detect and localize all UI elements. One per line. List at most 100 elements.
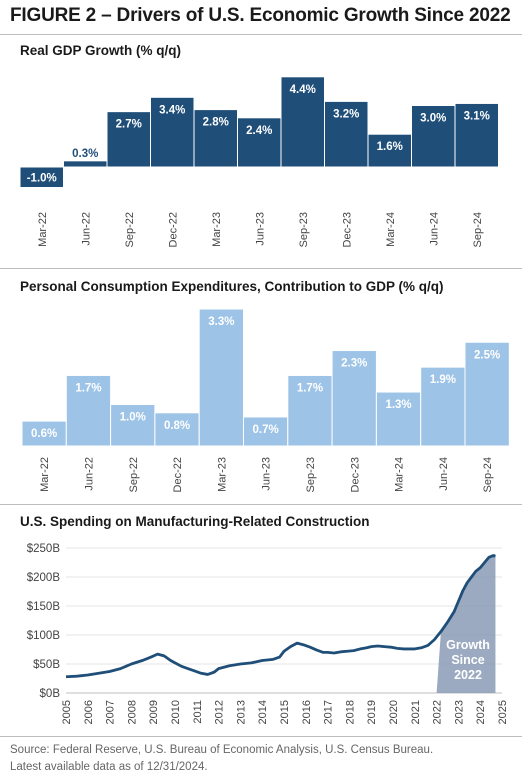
bar-Sep-22 xyxy=(110,404,156,447)
data-label-Jun-23: 2.4% xyxy=(246,125,272,137)
x-tick-Jun-23: Jun-23 xyxy=(254,212,266,246)
x-tick-Dec-22: Dec-22 xyxy=(172,457,184,492)
x-tick-2024: 2024 xyxy=(475,700,487,724)
construction-chart-title: U.S. Spending on Manufacturing-Related C… xyxy=(20,514,370,529)
data-label-Dec-23: 3.2% xyxy=(333,108,359,120)
bar-Jun-23 xyxy=(243,416,289,447)
x-tick-Dec-22: Dec-22 xyxy=(167,212,179,247)
divider-bottom xyxy=(0,736,522,737)
data-label-Mar-23: 3.3% xyxy=(208,316,234,328)
x-tick-2016: 2016 xyxy=(301,700,313,724)
x-tick-Mar-22: Mar-22 xyxy=(39,457,51,492)
data-label-Sep-24: 2.5% xyxy=(474,349,500,361)
source-line-2: Latest available data as of 12/31/2024. xyxy=(10,761,208,773)
x-tick-Mar-24: Mar-24 xyxy=(394,457,406,492)
data-label-Sep-22: 1.0% xyxy=(120,412,146,424)
data-label-Jun-24: 3.0% xyxy=(420,113,446,125)
bar-Jun-22 xyxy=(65,374,112,447)
bar-Dec-23 xyxy=(324,100,369,168)
bar-Jun-24 xyxy=(411,105,456,168)
x-tick-2020: 2020 xyxy=(388,700,400,724)
x-tick-2017: 2017 xyxy=(323,700,335,724)
data-label-Jun-24: 1.9% xyxy=(430,374,456,386)
x-tick-2007: 2007 xyxy=(105,700,117,724)
y-tick-$0B: $0B xyxy=(40,688,61,700)
x-tick-2021: 2021 xyxy=(410,700,422,724)
annotation-line: 2022 xyxy=(454,668,482,682)
gdp-chart-title: Real GDP Growth (% q/q) xyxy=(20,43,182,58)
growth-shaded-area xyxy=(436,555,496,693)
x-tick-2010: 2010 xyxy=(170,700,182,724)
data-label-Mar-24: 1.6% xyxy=(377,141,403,153)
bar-Dec-22 xyxy=(150,96,195,168)
x-tick-Jun-22: Jun-22 xyxy=(80,212,92,246)
x-tick-2015: 2015 xyxy=(279,700,291,724)
x-tick-Dec-23: Dec-23 xyxy=(349,457,361,492)
annotation-line: Growth xyxy=(446,638,490,652)
x-tick-Sep-24: Sep-24 xyxy=(472,212,484,247)
x-tick-2012: 2012 xyxy=(214,700,226,724)
data-label-Jun-22: 0.3% xyxy=(72,148,98,160)
x-tick-Mar-24: Mar-24 xyxy=(385,212,397,247)
data-label-Jun-22: 1.7% xyxy=(75,382,101,394)
x-tick-2023: 2023 xyxy=(453,700,465,724)
data-label-Mar-24: 1.3% xyxy=(385,399,411,411)
bar-Sep-22 xyxy=(106,111,151,168)
bar-Mar-22 xyxy=(21,420,67,447)
divider-top xyxy=(0,34,522,35)
bar-Sep-24 xyxy=(454,102,499,168)
x-tick-Jun-24: Jun-24 xyxy=(428,212,440,246)
x-tick-2025: 2025 xyxy=(497,700,509,724)
divider-2 xyxy=(0,504,522,505)
x-tick-Mar-22: Mar-22 xyxy=(37,212,49,247)
pce-contribution-chart: 0.6% Mar-22 1.7% Jun-22 1.0% Sep-22 0.8% Dec-22… xyxy=(21,308,510,492)
bar-Mar-23 xyxy=(198,308,244,447)
bar-Jun-23 xyxy=(237,117,282,168)
y-tick-$250B: $250B xyxy=(27,543,61,555)
x-tick-2011: 2011 xyxy=(192,700,204,724)
x-tick-Sep-22: Sep-22 xyxy=(128,457,140,492)
x-tick-2013: 2013 xyxy=(235,700,247,724)
bar-Mar-22 xyxy=(19,166,64,188)
x-tick-Jun-22: Jun-22 xyxy=(83,457,95,491)
data-label-Sep-23: 1.7% xyxy=(297,382,323,394)
construction-series-line xyxy=(65,554,496,679)
x-tick-Sep-24: Sep-24 xyxy=(482,457,494,492)
x-tick-2005: 2005 xyxy=(61,700,73,724)
data-label-Sep-22: 2.7% xyxy=(116,119,142,131)
x-tick-Mar-23: Mar-23 xyxy=(216,457,228,492)
x-tick-Sep-22: Sep-22 xyxy=(124,212,136,247)
annotation-line: Since xyxy=(451,653,484,667)
x-tick-2014: 2014 xyxy=(257,700,269,724)
x-tick-Dec-23: Dec-23 xyxy=(341,212,353,247)
data-label-Mar-22: -1.0% xyxy=(27,173,57,185)
x-tick-Jun-23: Jun-23 xyxy=(261,457,273,491)
y-tick-$100B: $100B xyxy=(27,630,61,642)
bar-Dec-23 xyxy=(331,350,377,447)
x-tick-2009: 2009 xyxy=(148,700,160,724)
x-tick-Mar-23: Mar-23 xyxy=(211,212,223,247)
y-tick-$200B: $200B xyxy=(27,572,61,584)
x-tick-Sep-23: Sep-23 xyxy=(298,212,310,247)
y-tick-$150B: $150B xyxy=(27,601,61,613)
x-tick-Jun-24: Jun-24 xyxy=(438,457,450,491)
x-tick-2008: 2008 xyxy=(126,700,138,724)
data-label-Dec-22: 3.4% xyxy=(159,104,185,116)
x-tick-2006: 2006 xyxy=(83,700,95,724)
figure-title: FIGURE 2 – Drivers of U.S. Economic Grow… xyxy=(10,5,511,26)
source-line-1: Source: Federal Reserve, U.S. Bureau of … xyxy=(10,744,434,756)
source-note: Source: Federal Reserve, U.S. Bureau of … xyxy=(10,742,433,776)
data-label-Dec-23: 2.3% xyxy=(341,358,367,370)
bar-Dec-22 xyxy=(154,412,200,447)
y-tick-$50B: $50B xyxy=(33,659,60,671)
data-label-Sep-24: 3.1% xyxy=(464,110,490,122)
divider-1 xyxy=(0,268,522,269)
data-label-Mar-23: 2.8% xyxy=(203,117,229,129)
x-tick-Sep-23: Sep-23 xyxy=(305,457,317,492)
pce-chart-title: Personal Consumption Expenditures, Contr… xyxy=(20,279,444,294)
x-tick-2019: 2019 xyxy=(366,700,378,724)
bar-Sep-23 xyxy=(287,374,333,447)
data-label-Jun-23: 0.7% xyxy=(253,424,279,436)
x-tick-2018: 2018 xyxy=(344,700,356,724)
